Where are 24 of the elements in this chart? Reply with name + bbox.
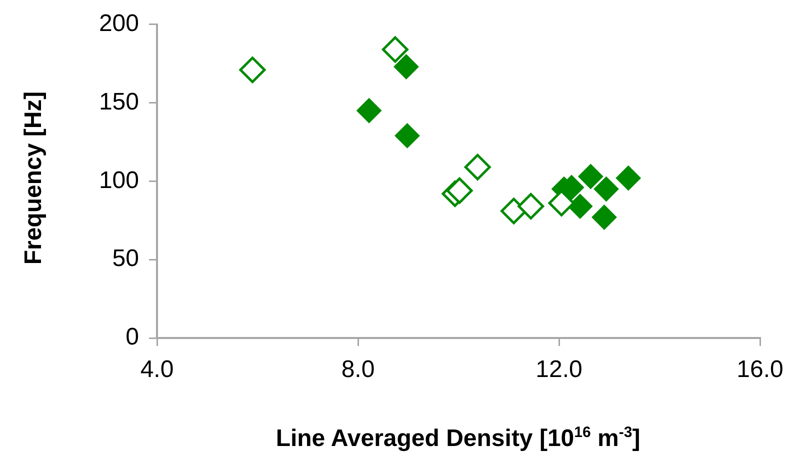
- point: [592, 204, 617, 230]
- y-tick-label: 150: [98, 88, 139, 116]
- x-tick-label: 16.0: [736, 356, 784, 384]
- point: [464, 154, 491, 180]
- y-tick-label: 100: [98, 166, 139, 194]
- point: [382, 36, 408, 63]
- y-axis-title: Frequency [Hz]: [20, 91, 48, 265]
- point: [594, 176, 619, 202]
- point: [518, 193, 544, 220]
- x-tick-label: 8.0: [341, 356, 375, 384]
- point: [578, 164, 604, 189]
- point: [616, 166, 641, 191]
- x-tick-label: 12.0: [536, 356, 582, 384]
- point: [239, 56, 266, 84]
- point: [356, 98, 382, 124]
- point: [568, 194, 593, 219]
- point: [394, 54, 419, 80]
- x-tick-label: 4.0: [140, 356, 174, 384]
- point: [394, 123, 420, 148]
- y-tick-label: 0: [126, 324, 139, 351]
- point: [446, 177, 473, 204]
- y-tick-label: 50: [112, 245, 139, 272]
- y-tick-label: 200: [98, 10, 139, 38]
- x-axis-title: Line Averaged Density [10$^{16}$ m$^{-3}$]: [276, 424, 640, 453]
